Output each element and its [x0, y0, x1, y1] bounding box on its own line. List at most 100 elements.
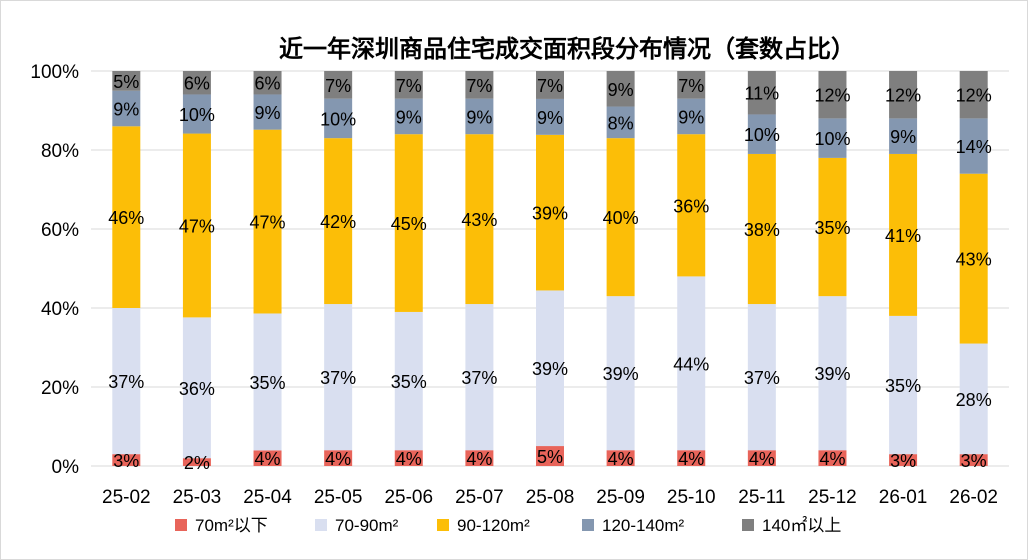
data-label: 3%	[961, 451, 987, 471]
data-label: 5%	[113, 72, 139, 92]
y-tick-label: 20%	[41, 378, 79, 399]
bar-segment	[606, 450, 635, 466]
x-tick-label: 25-07	[455, 487, 504, 508]
data-label: 39%	[814, 364, 850, 384]
legend-swatch	[742, 519, 754, 531]
y-tick-label: 60%	[41, 220, 79, 241]
data-label: 11%	[744, 84, 779, 104]
data-label: 5%	[537, 447, 563, 467]
bar-segment	[112, 454, 141, 466]
legend-label: 120-140m²	[602, 516, 685, 535]
bar-segment	[253, 450, 282, 466]
bar-segment	[536, 134, 564, 291]
bar-segment	[253, 313, 282, 451]
legend-swatch	[315, 519, 327, 531]
bar-segment	[253, 71, 282, 95]
bars	[112, 71, 988, 466]
data-label: 47%	[179, 216, 215, 236]
bar-segment	[182, 317, 211, 459]
bar-segment	[536, 98, 564, 135]
data-label: 44%	[673, 354, 709, 374]
bar-segment	[182, 71, 211, 95]
y-tick-label: 80%	[41, 141, 79, 162]
bar-segment	[324, 450, 353, 466]
bar-segment	[959, 454, 988, 466]
bar-segment	[465, 71, 494, 99]
bar-segment	[606, 71, 635, 107]
x-tick-label: 25-03	[173, 487, 222, 508]
bar-segment	[677, 98, 706, 135]
bar-segment	[818, 118, 847, 158]
data-label: 4%	[255, 449, 281, 469]
bar-segment	[182, 133, 211, 318]
data-label: 12%	[885, 86, 921, 106]
bar-segment	[394, 311, 423, 451]
x-tick-label: 25-11	[738, 487, 785, 508]
data-label: 9%	[255, 103, 281, 123]
bar-segment	[112, 126, 141, 308]
x-tick-label: 25-02	[102, 487, 151, 508]
data-label: 4%	[678, 449, 704, 469]
data-label: 43%	[461, 210, 497, 230]
legend-label: 140㎡以上	[762, 516, 841, 535]
bar-segment	[747, 153, 776, 305]
chart-title: 近一年深圳商品住宅成交面积段分布情况（套数占比）	[279, 35, 855, 63]
y-tick-label: 40%	[41, 299, 79, 320]
data-label: 9%	[113, 100, 139, 120]
bar-segment	[677, 450, 706, 466]
x-tick-label: 25-12	[808, 487, 857, 508]
data-label: 12%	[956, 86, 992, 106]
data-label: 37%	[744, 368, 780, 388]
data-label: 46%	[108, 208, 144, 228]
legend-label: 90-120m²	[457, 516, 530, 535]
data-label: 43%	[956, 250, 992, 270]
data-label: 38%	[744, 220, 780, 240]
x-tick-label: 25-09	[596, 487, 645, 508]
x-tick-label: 25-04	[243, 487, 292, 508]
bar-segment	[324, 98, 353, 139]
bar-segment	[959, 173, 988, 344]
bar-segment	[324, 71, 353, 99]
data-label: 9%	[678, 107, 704, 127]
bar-segment	[253, 129, 282, 314]
bar-segment	[889, 315, 918, 455]
bar-segment	[324, 304, 353, 451]
data-label: 35%	[250, 373, 286, 393]
data-label: 6%	[184, 74, 210, 94]
x-tick-label: 26-01	[879, 487, 928, 508]
data-label: 10%	[814, 129, 850, 149]
legend-swatch	[582, 519, 594, 531]
bar-segment	[818, 157, 847, 297]
data-label: 2%	[184, 453, 210, 473]
legend-swatch	[175, 519, 187, 531]
data-label: 36%	[673, 196, 709, 216]
bar-segment	[606, 106, 635, 139]
bar-segment	[959, 71, 988, 119]
data-label: 40%	[603, 208, 639, 228]
data-label: 9%	[537, 108, 563, 128]
data-label: 14%	[956, 137, 992, 157]
x-tick-label: 25-08	[526, 487, 575, 508]
x-tick-label: 26-02	[949, 487, 998, 508]
x-axis-ticks: 25-02 25-03 25-04 25-05 25-06 25-07 25-08 25-09…	[102, 487, 998, 508]
bar-segment	[112, 90, 141, 127]
bar-segment	[818, 71, 847, 119]
data-label: 4%	[396, 449, 422, 469]
data-label: 7%	[466, 76, 492, 96]
bar-segment	[606, 296, 635, 451]
bar-segment	[112, 308, 141, 455]
legend-swatch	[437, 519, 449, 531]
data-label: 4%	[749, 449, 775, 469]
bar-segment	[818, 450, 847, 466]
data-label: 35%	[885, 376, 921, 396]
legend: 70m²以下 70-90m² 90-120m² 120-140m² 140㎡以上	[175, 516, 841, 535]
bar-segment	[889, 118, 918, 154]
data-label: 35%	[391, 372, 427, 392]
data-label: 37%	[320, 368, 356, 388]
bar-segment	[536, 446, 564, 466]
bar-segment	[606, 138, 635, 297]
data-label: 3%	[113, 451, 139, 471]
bar-segment	[889, 71, 918, 119]
